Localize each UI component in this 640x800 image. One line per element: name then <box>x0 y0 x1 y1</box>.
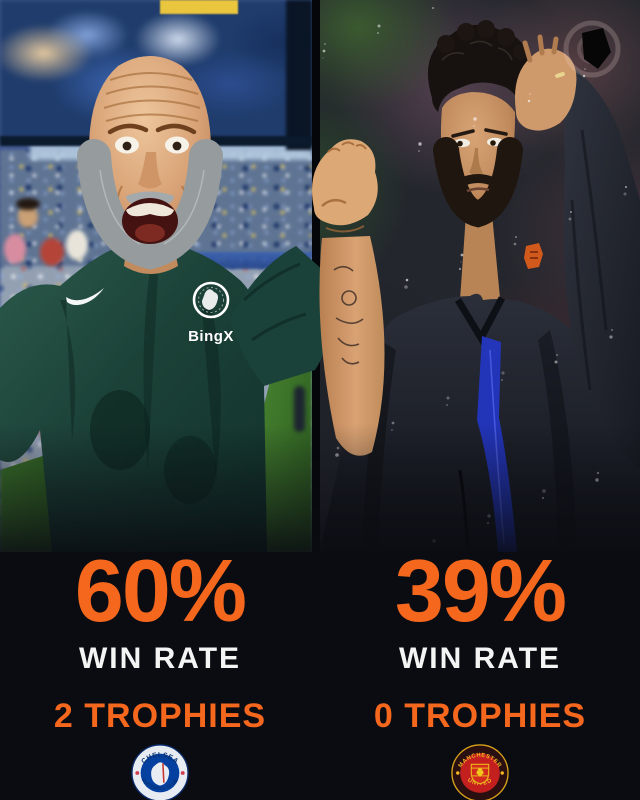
ring <box>555 72 565 78</box>
fan-shirt-pink <box>4 234 26 264</box>
win-rate-label-right: WIN RATE <box>398 642 562 675</box>
amorim-hand <box>514 34 577 131</box>
win-rate-value-left: 60% <box>74 541 247 640</box>
distant-person <box>294 386 305 432</box>
amorim-sleeve <box>563 62 640 470</box>
nike-swoosh-icon <box>66 288 104 306</box>
fan-shirt-white <box>66 230 88 260</box>
jacket-club-crest <box>524 243 543 269</box>
blurred-fans <box>0 192 100 272</box>
manutd-badge: MANCHESTER UNITED <box>451 744 509 800</box>
fan-face <box>18 206 38 228</box>
chelsea-lion <box>151 762 170 786</box>
forehead-wrinkles <box>103 72 201 122</box>
fan-hair <box>16 198 40 210</box>
amorim-face <box>433 92 523 228</box>
chelsea-crest-icon <box>192 281 230 319</box>
amorim-beard <box>433 137 523 228</box>
red-devil <box>476 767 484 777</box>
shirt-sponsor-text: BingX <box>188 328 234 345</box>
trophies-label-right: 0 TROPHIES <box>373 697 587 735</box>
stats-right: 39% WIN RATE 0 TROPHIES MANCHESTER UNITE… <box>320 0 640 800</box>
chelsea-badge: CHELSEA FOOTBALL CLUB <box>131 744 189 800</box>
fan-shirt-red <box>40 238 64 266</box>
manutd-shield <box>470 763 490 785</box>
stats-left: 60% WIN RATE 2 TROPHIES CHELSEA FOOTBALL… <box>53 541 267 800</box>
trophies-label-left: 2 TROPHIES <box>53 697 267 735</box>
jumbotron-yellow-banner <box>160 0 238 14</box>
jumbotron-frame-edge <box>286 0 312 150</box>
win-rate-value-right: 39% <box>394 541 567 640</box>
win-rate-label-left: WIN RATE <box>78 642 242 675</box>
maresca-head <box>77 56 223 274</box>
